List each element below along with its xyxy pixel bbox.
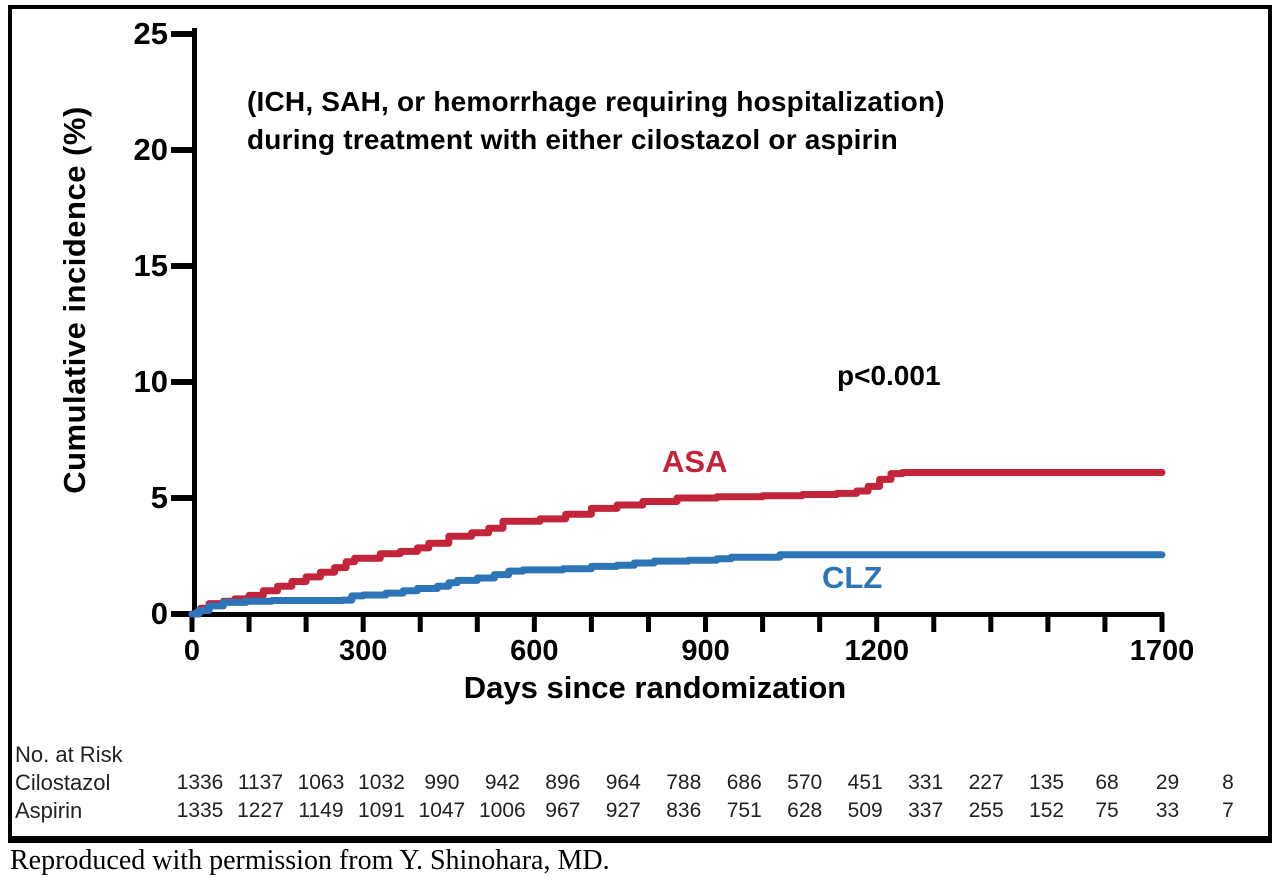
risk-value: 990 (424, 771, 460, 794)
source-caption: Reproduced with permission from Y. Shino… (10, 845, 610, 876)
risk-value: 255 (968, 799, 1004, 822)
x-tick-label: 300 (338, 635, 388, 667)
y-tick-label: 0 (150, 596, 168, 631)
risk-value: 135 (1029, 771, 1065, 794)
risk-value: 751 (726, 799, 762, 822)
y-tick-label: 25 (133, 16, 168, 51)
x-tick-label: 900 (681, 635, 730, 667)
y-tick-label: 15 (133, 248, 168, 283)
series-label-asa: ASA (662, 444, 728, 479)
y-tick-label: 5 (150, 480, 168, 515)
risk-value: 788 (666, 771, 702, 794)
risk-row-label-aspirin: Aspirin (15, 798, 83, 823)
risk-value: 896 (545, 771, 581, 794)
risk-value: 1047 (418, 799, 466, 822)
risk-value: 1227 (237, 799, 284, 822)
risk-value: 68 (1095, 771, 1119, 794)
risk-value: 331 (908, 771, 944, 794)
annotation-line-1: (ICH, SAH, or hemorrhage requiring hospi… (247, 86, 945, 117)
risk-value: 33 (1155, 799, 1180, 822)
risk-value: 1137 (237, 771, 284, 794)
risk-value: 942 (484, 771, 520, 794)
risk-value: 29 (1155, 771, 1180, 794)
y-tick-label: 10 (133, 364, 168, 399)
risk-value: 7 (1222, 799, 1234, 822)
risk-value: 836 (666, 799, 702, 822)
risk-table-title: No. at Risk (15, 742, 123, 767)
risk-value: 227 (968, 771, 1004, 794)
x-tick-label: 600 (510, 635, 559, 667)
y-tick-label: 20 (133, 132, 168, 167)
risk-value: 337 (908, 799, 944, 822)
risk-value: 152 (1029, 799, 1065, 822)
y-axis-title: Cumulative incidence (%) (57, 106, 92, 494)
risk-value: 1149 (298, 799, 344, 822)
risk-value: 451 (847, 771, 883, 794)
x-tick-label: 1700 (1129, 635, 1195, 667)
risk-value: 1335 (176, 799, 224, 822)
risk-value: 964 (605, 771, 641, 794)
risk-value: 967 (545, 799, 581, 822)
x-axis-title: Days since randomization (463, 670, 847, 705)
risk-row-label-cilostazol: Cilostazol (15, 770, 111, 795)
risk-value: 628 (787, 799, 823, 822)
x-tick-label: 1200 (844, 635, 909, 667)
risk-value: 927 (605, 799, 641, 822)
risk-value: 509 (847, 799, 883, 822)
x-tick-label: 0 (183, 635, 201, 667)
risk-value: 8 (1222, 771, 1234, 794)
risk-value: 686 (726, 771, 762, 794)
risk-value: 1063 (297, 771, 345, 794)
series-label-clz: CLZ (822, 560, 883, 595)
annotation-line-2: during treatment with either cilostazol … (247, 124, 898, 155)
risk-value: 570 (787, 771, 823, 794)
p-value-label: p<0.001 (837, 360, 941, 391)
risk-value: 1336 (176, 771, 224, 794)
risk-value: 1091 (358, 799, 405, 822)
risk-value: 1006 (478, 799, 526, 822)
risk-value: 1032 (358, 771, 405, 794)
risk-value: 75 (1095, 799, 1119, 822)
